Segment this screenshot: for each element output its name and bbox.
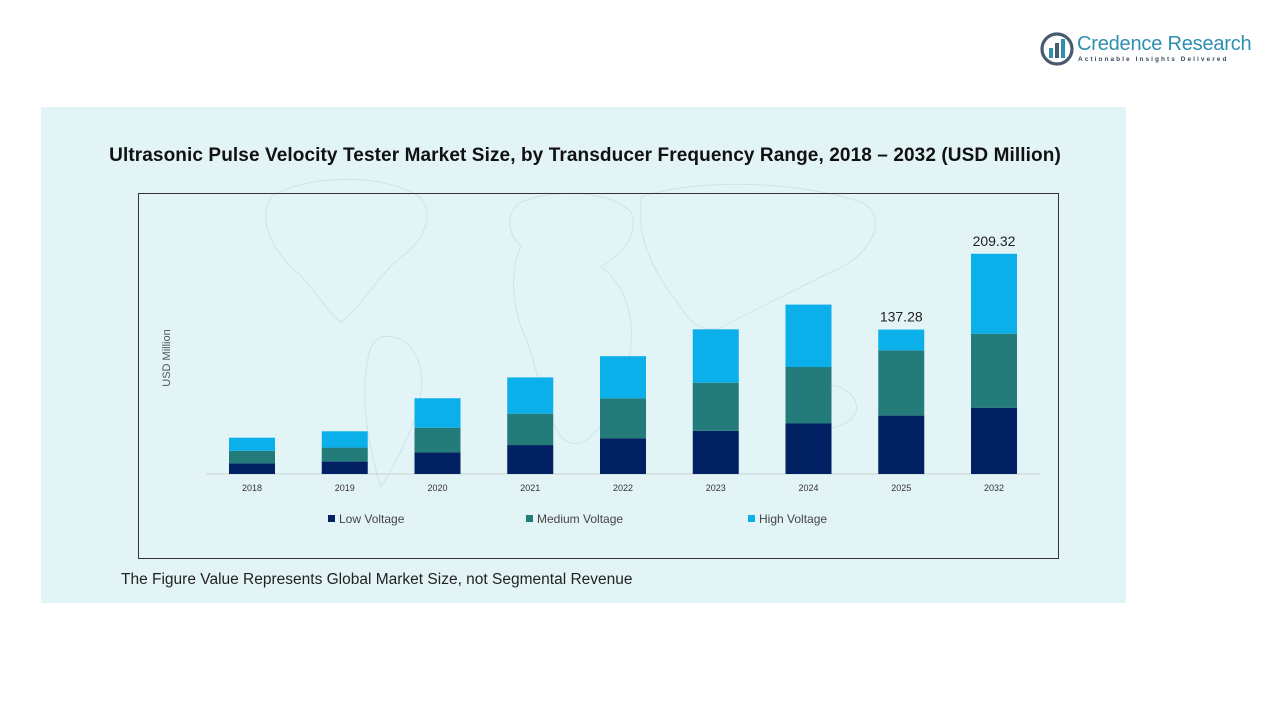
legend-label-high-voltage: High Voltage bbox=[759, 512, 827, 526]
legend-swatch-high-voltage bbox=[748, 515, 755, 522]
bar-medium-voltage-2020 bbox=[414, 427, 461, 453]
bar-medium-voltage-2025 bbox=[878, 350, 925, 416]
data-label-2032: 209.32 bbox=[973, 233, 1016, 249]
bar-high-voltage-2021 bbox=[507, 377, 554, 414]
bar-low-voltage-2019 bbox=[321, 461, 368, 474]
legend-swatch-medium-voltage bbox=[526, 515, 533, 522]
bar-high-voltage-2020 bbox=[414, 398, 461, 428]
x-tick-label-2025: 2025 bbox=[891, 483, 911, 493]
bar-low-voltage-2024 bbox=[785, 423, 832, 474]
x-tick-label-2032: 2032 bbox=[984, 483, 1004, 493]
brand-logo-icon bbox=[1040, 32, 1074, 66]
x-tick-label-2022: 2022 bbox=[613, 483, 633, 493]
legend-label-low-voltage: Low Voltage bbox=[339, 512, 405, 526]
x-tick-label-2023: 2023 bbox=[706, 483, 726, 493]
x-tick-label-2018: 2018 bbox=[242, 483, 262, 493]
x-tick-label-2019: 2019 bbox=[335, 483, 355, 493]
bar-high-voltage-2018 bbox=[229, 437, 275, 451]
bar-high-voltage-2032 bbox=[971, 253, 1017, 334]
bar-high-voltage-2022 bbox=[600, 356, 646, 399]
legend-label-medium-voltage: Medium Voltage bbox=[537, 512, 623, 526]
footnote: The Figure Value Represents Global Marke… bbox=[121, 571, 633, 588]
x-tick-label-2020: 2020 bbox=[427, 483, 447, 493]
bar-low-voltage-2018 bbox=[229, 463, 275, 474]
bar-medium-voltage-2022 bbox=[600, 398, 646, 439]
bar-low-voltage-2025 bbox=[878, 415, 925, 474]
plot-frame bbox=[138, 193, 1059, 559]
bar-low-voltage-2021 bbox=[507, 445, 554, 474]
bar-high-voltage-2023 bbox=[692, 329, 739, 383]
brand-tagline: Actionable Insights Delivered bbox=[1078, 56, 1229, 63]
chart-panel bbox=[41, 107, 1126, 603]
bar-low-voltage-2023 bbox=[692, 430, 739, 474]
brand-name: Credence Research bbox=[1077, 33, 1252, 55]
bar-medium-voltage-2018 bbox=[229, 450, 275, 464]
x-tick-label-2024: 2024 bbox=[798, 483, 818, 493]
chart-title: Ultrasonic Pulse Velocity Tester Market … bbox=[109, 145, 1061, 166]
bar-high-voltage-2025 bbox=[878, 329, 925, 351]
x-tick-label-2021: 2021 bbox=[520, 483, 540, 493]
bar-low-voltage-2032 bbox=[971, 407, 1017, 474]
bar-high-voltage-2019 bbox=[321, 431, 368, 448]
bar-medium-voltage-2023 bbox=[692, 382, 739, 431]
bar-medium-voltage-2019 bbox=[321, 447, 368, 462]
bar-low-voltage-2020 bbox=[414, 452, 461, 474]
brand-logo: Credence Research Actionable Insights De… bbox=[1040, 32, 1255, 68]
bar-high-voltage-2024 bbox=[785, 304, 832, 367]
legend-swatch-low-voltage bbox=[328, 515, 335, 522]
bar-medium-voltage-2021 bbox=[507, 413, 554, 446]
bar-low-voltage-2022 bbox=[600, 438, 646, 474]
bar-medium-voltage-2032 bbox=[971, 333, 1017, 408]
data-label-2025: 137.28 bbox=[880, 309, 923, 325]
bar-medium-voltage-2024 bbox=[785, 366, 832, 424]
